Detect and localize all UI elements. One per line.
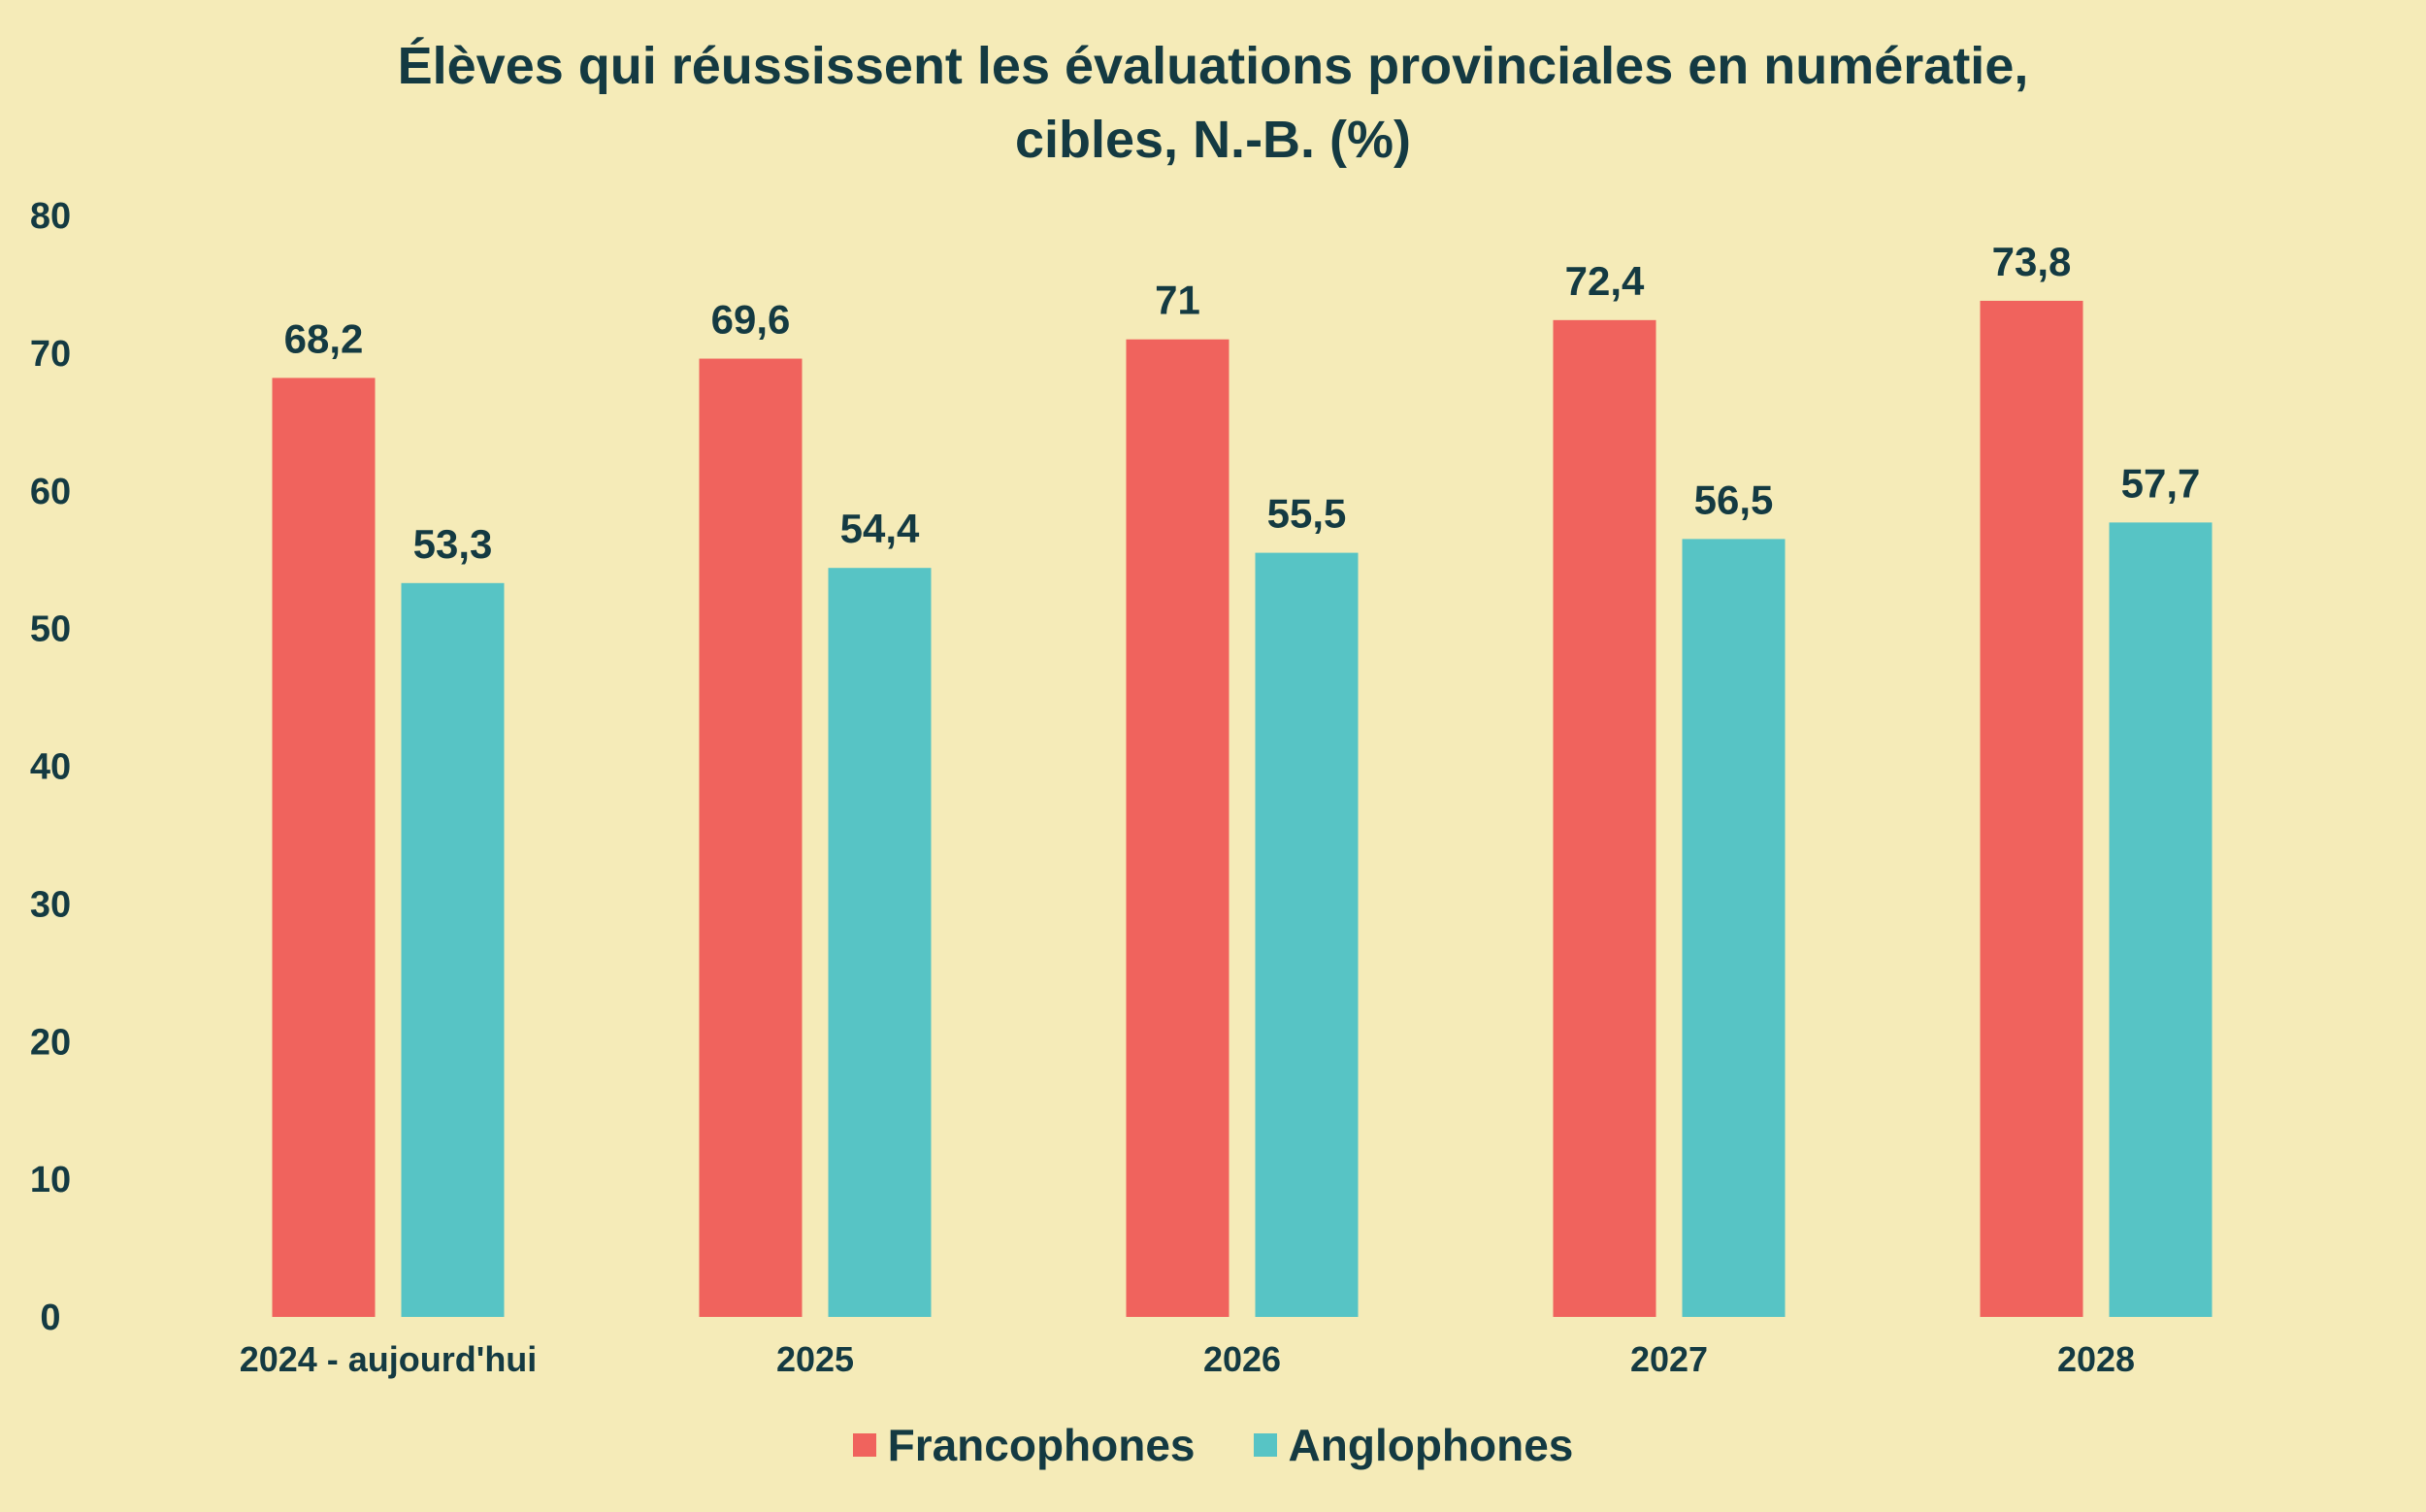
data-label-francophones-5: 73,8 xyxy=(1992,239,2072,284)
legend-label-francophones: Francophones xyxy=(887,1420,1196,1470)
y-tick-label: 50 xyxy=(30,609,71,650)
x-tick-label: 2028 xyxy=(2057,1339,2135,1379)
bar-francophones-2 xyxy=(699,358,803,1317)
data-label-anglophones-5: 57,7 xyxy=(2121,460,2201,506)
y-tick-label: 10 xyxy=(30,1160,71,1200)
x-axis: 2024 - aujourd'hui 2025 2026 2027 2028 xyxy=(240,1339,2135,1379)
legend-item-anglophones: Anglophones xyxy=(1253,1419,1574,1471)
legend-swatch-francophones xyxy=(852,1433,876,1457)
x-tick-label: 2027 xyxy=(1630,1339,1708,1379)
y-tick-label: 70 xyxy=(30,334,71,375)
legend: Francophones Anglophones xyxy=(0,1419,2426,1471)
data-label-anglophones-2: 54,4 xyxy=(840,506,920,551)
y-tick-label: 0 xyxy=(40,1298,60,1338)
y-tick-label: 20 xyxy=(30,1022,71,1063)
bars xyxy=(272,300,2213,1318)
data-label-francophones-2: 69,6 xyxy=(711,297,791,343)
data-label-francophones-1: 68,2 xyxy=(284,315,364,361)
data-label-francophones-3: 71 xyxy=(1155,278,1200,323)
chart-title-line-1: Élèves qui réussissent les évaluations p… xyxy=(397,37,2029,95)
data-label-anglophones-3: 55,5 xyxy=(1267,491,1347,537)
bar-anglophones-1 xyxy=(401,582,505,1317)
bar-anglophones-5 xyxy=(2109,522,2213,1317)
x-tick-label: 2025 xyxy=(776,1339,854,1379)
bar-anglophones-4 xyxy=(1682,539,1786,1317)
bar-francophones-4 xyxy=(1553,319,1656,1318)
y-tick-label: 60 xyxy=(30,472,71,512)
legend-item-francophones: Francophones xyxy=(852,1419,1196,1471)
bar-francophones-5 xyxy=(1980,300,2083,1317)
legend-swatch-anglophones xyxy=(1253,1433,1277,1457)
y-tick-label: 40 xyxy=(30,747,71,788)
data-label-anglophones-4: 56,5 xyxy=(1694,477,1774,522)
bar-anglophones-2 xyxy=(828,568,932,1317)
bar-anglophones-3 xyxy=(1255,552,1359,1317)
chart-title-line-2: cibles, N.-B. (%) xyxy=(1014,111,1412,169)
x-tick-label: 2026 xyxy=(1203,1339,1281,1379)
legend-label-anglophones: Anglophones xyxy=(1288,1420,1574,1470)
bar-francophones-3 xyxy=(1126,339,1229,1317)
y-tick-label: 30 xyxy=(30,884,71,925)
data-label-francophones-4: 72,4 xyxy=(1565,258,1645,304)
data-labels: 68,2 53,3 69,6 54,4 71 55,5 72,4 56,5 73,8 57,7 xyxy=(284,239,2201,567)
x-tick-label: 2024 - aujourd'hui xyxy=(240,1339,538,1379)
y-axis: 0 10 20 30 40 50 60 70 80 xyxy=(30,196,71,1338)
chart-title: Élèves qui réussissent les évaluations p… xyxy=(0,29,2426,177)
bar-francophones-1 xyxy=(272,378,376,1318)
y-tick-label: 80 xyxy=(30,196,71,237)
data-label-anglophones-1: 53,3 xyxy=(413,521,493,567)
